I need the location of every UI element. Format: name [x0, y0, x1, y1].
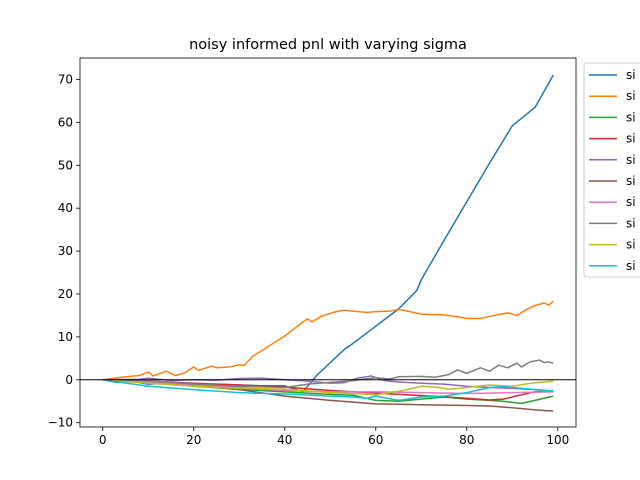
y-tick-label: −10 — [48, 416, 73, 430]
y-tick-label: 10 — [58, 330, 73, 344]
chart-title: noisy informed pnl with varying sigma — [189, 37, 467, 53]
series-group — [102, 74, 554, 412]
legend-label-9: si — [626, 238, 636, 252]
series-line-4 — [102, 379, 554, 401]
legend-label-8: si — [626, 216, 636, 230]
legend-label-3: si — [626, 110, 636, 124]
legend-label-7: si — [626, 195, 636, 209]
x-tick-label: 100 — [546, 433, 569, 447]
x-tick-label: 20 — [186, 433, 201, 447]
x-tick-label: 0 — [99, 433, 107, 447]
y-tick-label: 30 — [58, 244, 73, 258]
y-tick-label: 20 — [58, 287, 73, 301]
legend-label-1: si — [626, 68, 636, 82]
plot-area: 0 20 40 60 80 100 −10 0 10 20 30 40 50 60 70 — [48, 57, 577, 447]
series-line-2 — [102, 300, 554, 381]
y-tick-label: 70 — [58, 72, 73, 86]
legend-label-10: si — [626, 259, 636, 273]
series-line-9 — [102, 379, 554, 396]
legend-label-5: si — [626, 153, 636, 167]
y-tick-label: 60 — [58, 115, 73, 129]
axes-frame — [79, 57, 577, 428]
y-tick-label: 0 — [65, 373, 73, 387]
x-tick-label: 40 — [277, 433, 292, 447]
x-tick-label: 80 — [459, 433, 474, 447]
series-line-10 — [102, 379, 554, 402]
legend-label-6: si — [626, 174, 636, 188]
y-tick-label: 50 — [58, 158, 73, 172]
series-line-8 — [102, 359, 554, 389]
y-tick-label: 40 — [58, 201, 73, 215]
legend-label-4: si — [626, 132, 636, 146]
legend: si si si si si si si si si si — [583, 62, 640, 278]
legend-label-2: si — [626, 89, 636, 103]
series-line-7 — [102, 379, 554, 395]
x-tick-label: 60 — [368, 433, 383, 447]
